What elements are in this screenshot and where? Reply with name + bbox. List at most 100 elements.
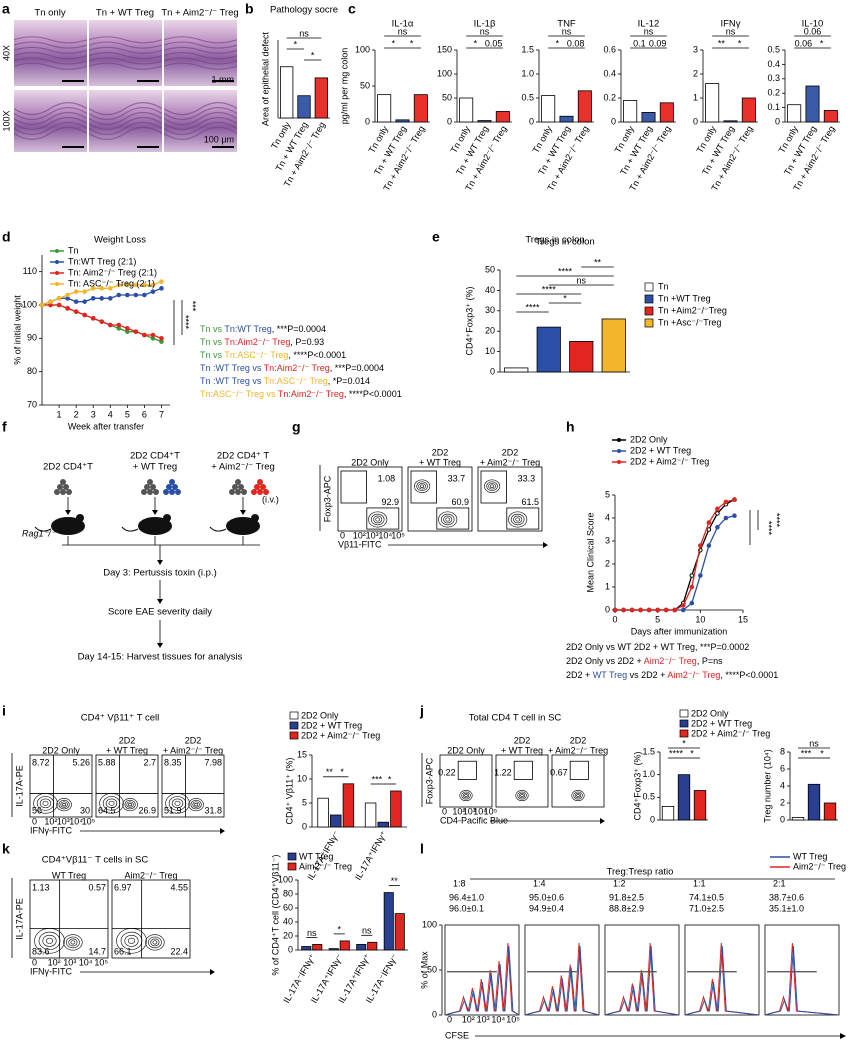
y-tick-label: 5: [302, 797, 307, 807]
tissue-fold: [88, 102, 163, 116]
flow-tick-label: 10⁴: [378, 530, 392, 540]
legend-label: Tn +WT Treg: [658, 293, 711, 303]
legend-marker: [55, 282, 59, 286]
contour: [484, 479, 501, 493]
series-line: [615, 499, 735, 611]
tissue-fold: [88, 52, 163, 60]
y-tick-label: 6: [780, 763, 785, 773]
point: [715, 511, 720, 516]
point: [125, 282, 130, 288]
point: [150, 332, 156, 338]
gate: [506, 507, 540, 530]
arrow-head: [543, 542, 548, 548]
point: [663, 607, 669, 613]
contour: [174, 800, 181, 806]
point: [150, 289, 156, 294]
contour: [573, 791, 583, 800]
stat-label: 0.06: [795, 38, 813, 48]
contour: [124, 799, 136, 810]
tissue-fold: [163, 62, 238, 70]
histogram-trace: [684, 945, 760, 1016]
point: [56, 296, 62, 301]
column-title: WT Treg: [52, 870, 86, 880]
cell: [172, 484, 178, 490]
legend-swatch: [644, 282, 654, 292]
cell: [241, 489, 247, 495]
significance: ****: [772, 513, 782, 528]
stat-segment: Tn:ASC⁻/⁻ Treg: [264, 376, 328, 386]
x-tick-label: 4: [108, 409, 113, 419]
stat-segment: Tn:WT Treg: [224, 324, 271, 334]
arrow-head: [152, 510, 158, 515]
y-tick-label: 30: [485, 305, 495, 315]
significance: ***: [188, 301, 198, 312]
point: [116, 292, 122, 298]
stat-label: *: [682, 738, 686, 748]
cell: [235, 489, 241, 495]
bar: [390, 790, 402, 828]
flow-plot: [29, 879, 109, 959]
chart-title: Tregs in colon: [525, 235, 584, 246]
flow-tick-label: 10³: [63, 957, 76, 967]
stat-label: ns: [809, 738, 819, 748]
contour: [440, 513, 455, 526]
legend-label: 2D2 Only: [691, 708, 729, 718]
tissue-fold: [88, 46, 163, 54]
legend-marker: [55, 271, 59, 275]
contour: [462, 792, 470, 799]
bar: [787, 104, 802, 123]
flow-plot: [551, 754, 605, 808]
scale-bar-label: 100 μm: [204, 134, 234, 144]
point: [689, 573, 695, 578]
flow-plot: [161, 754, 225, 818]
y-tick-label: 0.4: [767, 59, 780, 69]
stat-label: *: [690, 748, 694, 758]
y-tick-label: 15: [297, 749, 307, 759]
ratio-label: 1:4: [533, 878, 546, 888]
y-tick-label: 5: [605, 489, 610, 499]
contour: [416, 481, 428, 492]
x-axis-label: CFSE: [445, 1030, 469, 1040]
y-tick-label: 40: [485, 285, 495, 295]
arrow-head: [220, 828, 225, 834]
host-label: Rag1⁻/⁻: [22, 528, 57, 538]
legend-swatch: [679, 709, 689, 718]
gate-value: 60.9: [451, 497, 469, 507]
column-title: 2D2: [185, 735, 202, 745]
legend-label: 2D2 + WT Treg: [691, 718, 752, 728]
chart-title: CD4⁺Vβ11⁻ T cells in SC: [42, 855, 149, 866]
chart-title: IFNγ: [720, 19, 740, 30]
panel-label: c: [348, 1, 356, 17]
quadrant-value: 1.13: [32, 882, 50, 892]
legend-swatch: [644, 294, 654, 304]
point: [90, 316, 96, 321]
x-tick-label: 7: [159, 409, 164, 419]
histology-image: [89, 90, 162, 152]
group-label: + WT Treg: [133, 462, 177, 473]
legend-swatch: [289, 721, 299, 730]
contour: [171, 798, 184, 809]
tissue-fold: [163, 57, 238, 65]
chart-title: Tregs in colon: [535, 237, 594, 248]
bar: [741, 97, 756, 123]
point: [65, 306, 70, 311]
column-title: 2D2 Only: [351, 457, 389, 467]
stat-segment: vs 2D2 +: [627, 670, 667, 680]
stat-label: **: [718, 38, 726, 48]
bar: [823, 802, 837, 821]
y-tick-label: 4: [780, 780, 785, 790]
point: [612, 607, 618, 613]
tissue-fold: [88, 111, 163, 126]
arrow-head: [157, 599, 163, 604]
stat-label: ****: [542, 284, 557, 294]
legend-marker: [55, 260, 59, 264]
panel-label: f: [2, 419, 7, 435]
flow-tick-label: 10⁴: [79, 957, 93, 967]
y-tick-label: 0: [605, 604, 610, 614]
y-tick-label: 1: [693, 92, 698, 102]
legend-label: WT Treg: [299, 851, 333, 861]
stat-label: 0.05: [485, 38, 503, 48]
contour: [370, 513, 385, 526]
y-tick-label: 70: [27, 399, 37, 409]
stat-label: *: [563, 293, 567, 303]
